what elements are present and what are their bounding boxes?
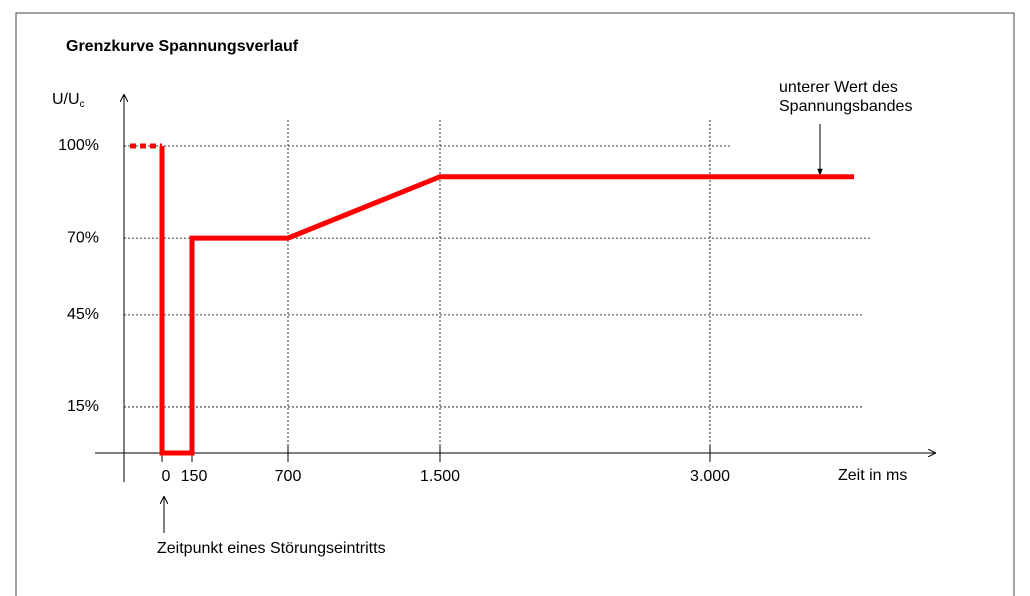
x-tick-label: 0	[162, 468, 171, 485]
x-axis-label: Zeit in ms	[838, 467, 907, 484]
y-tick-label: 100%	[58, 137, 99, 154]
x-tick-label: 150	[181, 468, 208, 485]
curve	[159, 146, 854, 456]
y-axis-label: U/Uc	[52, 91, 85, 109]
y-tick-label: 15%	[67, 398, 99, 415]
frame	[15, 12, 1015, 596]
y-axis-label-base: U/U	[52, 91, 80, 108]
y-axis-label-sub: c	[80, 99, 85, 110]
annotation-text: unterer Wert des	[779, 79, 898, 96]
annotation-text: Spannungsbandes	[779, 98, 912, 115]
annotations: unterer Wert des Spannungsbandes Zeitpunkt…	[157, 79, 912, 557]
x-tick-label: 700	[275, 468, 302, 485]
x-tick-label: 1.500	[420, 468, 460, 485]
y-tick-label: 70%	[67, 229, 99, 246]
x-tick-label: 3.000	[690, 468, 730, 485]
y-tick-label: 45%	[67, 306, 99, 323]
annotation-text: Zeitpunkt eines Störungseintritts	[157, 540, 386, 557]
chart-title: Grenzkurve Spannungsverlauf	[66, 38, 299, 55]
